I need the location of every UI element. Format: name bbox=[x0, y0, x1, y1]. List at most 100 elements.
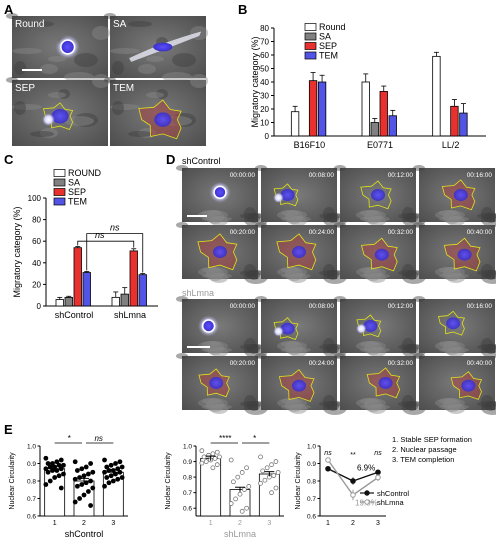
y-tick-label: 20 bbox=[32, 280, 41, 289]
micrograph-background bbox=[340, 356, 416, 410]
texture-spot bbox=[172, 113, 196, 127]
x-tick-label: 2 bbox=[351, 520, 355, 527]
data-point bbox=[88, 503, 93, 508]
cell-nucleus bbox=[213, 185, 227, 199]
x-tick-label: 3 bbox=[111, 520, 115, 527]
bar-round bbox=[432, 55, 441, 137]
data-point bbox=[108, 462, 114, 468]
texture-spot bbox=[443, 210, 461, 224]
sig-label-12: **** bbox=[219, 434, 231, 443]
texture-spot bbox=[110, 48, 140, 54]
y-tick-label: 70 bbox=[260, 38, 269, 47]
data-point bbox=[228, 457, 234, 463]
cell-nucleus bbox=[446, 317, 461, 330]
timelapse-frame bbox=[413, 165, 496, 227]
timestamp: 00:20:00 bbox=[230, 229, 256, 236]
texture-spot bbox=[277, 267, 307, 277]
timestamp: 00:40:00 bbox=[467, 229, 493, 236]
texture-spot bbox=[248, 401, 260, 411]
texture-spot bbox=[202, 210, 220, 216]
texture-spot bbox=[398, 270, 422, 276]
timestamp: 00:24:00 bbox=[309, 360, 335, 367]
micrograph-background bbox=[419, 225, 495, 279]
data-point bbox=[61, 462, 66, 468]
data-point bbox=[72, 459, 78, 465]
y-tick-label: 60 bbox=[32, 237, 41, 246]
texture-spot bbox=[240, 213, 264, 219]
texture-spot bbox=[12, 48, 42, 54]
data-point bbox=[239, 470, 245, 475]
texture-spot bbox=[334, 296, 346, 302]
texture-spot bbox=[248, 270, 260, 280]
data-point bbox=[43, 466, 49, 472]
micrograph-sep bbox=[6, 74, 110, 146]
y-tick-label: 30 bbox=[260, 92, 269, 101]
texture-spot bbox=[477, 270, 496, 276]
timestamp: 00:32:00 bbox=[388, 360, 414, 367]
bar-sep bbox=[129, 250, 138, 307]
micrograph-round bbox=[6, 13, 110, 82]
texture-spot bbox=[406, 401, 418, 411]
data-point bbox=[210, 465, 216, 471]
texture-spot bbox=[481, 213, 496, 227]
texture-spot bbox=[202, 404, 232, 410]
data-point bbox=[86, 471, 91, 477]
texture-spot bbox=[281, 398, 299, 404]
texture-spot bbox=[40, 64, 58, 74]
texture-spot bbox=[319, 344, 343, 350]
legend-marker-1 bbox=[364, 499, 370, 505]
x-tick-label-ll/2: LL/2 bbox=[442, 140, 460, 150]
y-axis-label: Nuclear Circularity bbox=[165, 452, 172, 510]
texture-spot bbox=[323, 338, 335, 352]
data-point bbox=[246, 484, 252, 489]
data-point bbox=[102, 483, 107, 489]
cell-nucleus bbox=[374, 248, 389, 261]
texture-spot bbox=[327, 213, 339, 223]
bar-round bbox=[290, 111, 300, 137]
texture-spot bbox=[443, 398, 461, 412]
data-point bbox=[61, 471, 66, 477]
data-point bbox=[269, 462, 274, 468]
data-point bbox=[264, 465, 270, 471]
texture-spot bbox=[210, 347, 228, 357]
texture-spot bbox=[481, 264, 493, 278]
x-tick-label: 1 bbox=[53, 520, 57, 527]
bar-sep bbox=[73, 247, 82, 307]
texture-spot bbox=[439, 398, 457, 404]
texture-spot bbox=[360, 347, 390, 353]
timestamp: 00:32:00 bbox=[388, 229, 414, 236]
data-point bbox=[79, 466, 85, 472]
texture-spot bbox=[156, 89, 168, 99]
micrograph-background bbox=[261, 168, 337, 222]
data-point bbox=[88, 478, 93, 484]
data-point bbox=[212, 456, 218, 461]
texture-spot bbox=[289, 216, 307, 226]
data-point bbox=[102, 469, 107, 475]
texture-spot bbox=[104, 13, 116, 19]
legend-label-2: SEP bbox=[319, 41, 337, 51]
data-point bbox=[258, 480, 263, 486]
data-point bbox=[241, 487, 247, 492]
data-point bbox=[244, 465, 250, 471]
micrograph-label-sep: SEP bbox=[15, 83, 35, 94]
texture-spot bbox=[319, 401, 343, 407]
texture-spot bbox=[364, 398, 382, 412]
x-tick-label: 3 bbox=[267, 520, 271, 527]
data-point bbox=[50, 468, 55, 473]
series-point-shlmna bbox=[350, 492, 356, 498]
cell-nucleus bbox=[291, 379, 307, 392]
texture-spot bbox=[477, 344, 496, 350]
panel-b-chart: 0 10 20 30 40 50 60 70 80 B16F10 E0771 LL/2 Migrator… bbox=[250, 22, 486, 150]
texture-spot bbox=[92, 26, 110, 40]
bar-round bbox=[361, 81, 370, 137]
data-point bbox=[113, 471, 118, 477]
legend-label-3: TEM bbox=[68, 197, 87, 207]
texture-spot bbox=[402, 264, 414, 278]
data-point bbox=[58, 457, 64, 463]
data-point bbox=[237, 491, 243, 497]
texture-spot bbox=[30, 131, 54, 137]
x-tick-label: 1 bbox=[326, 520, 330, 527]
panel-d-timelapse: 00:00:00 00:08:00 00:12:00 00:16:00 00:20:00… bbox=[176, 165, 496, 415]
x-tick-label-e0771: E0771 bbox=[367, 140, 393, 150]
data-point bbox=[90, 485, 96, 491]
